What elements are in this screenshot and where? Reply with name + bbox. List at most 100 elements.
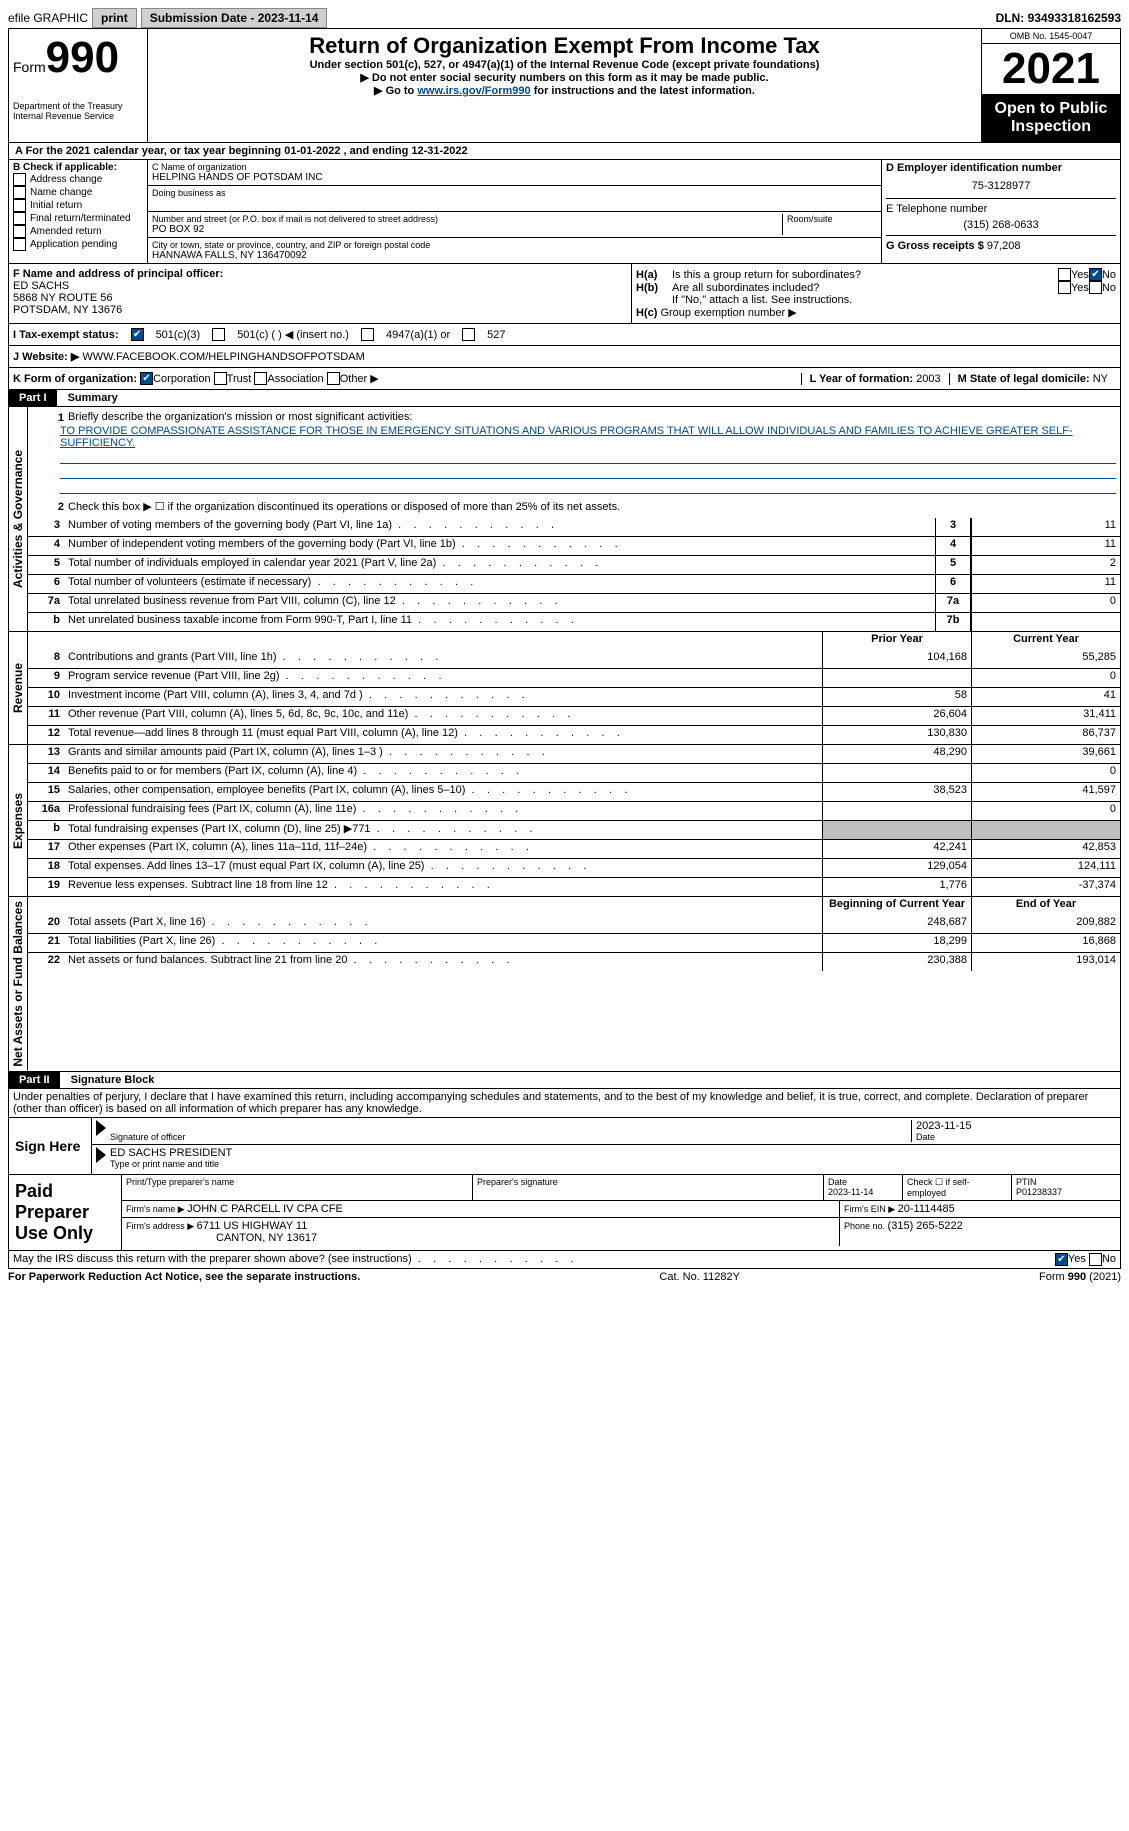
- section-h: H(a) Is this a group return for subordin…: [632, 264, 1120, 323]
- governance-vlabel: Activities & Governance: [9, 407, 28, 631]
- governance-section: Activities & Governance 1Briefly describ…: [8, 407, 1121, 632]
- open-inspection: Open to Public Inspection: [982, 94, 1120, 142]
- irs-link[interactable]: www.irs.gov/Form990: [417, 85, 530, 97]
- check-option: Name change: [13, 186, 143, 199]
- org-name: HELPING HANDS OF POTSDAM INC: [152, 172, 877, 183]
- footer: For Paperwork Reduction Act Notice, see …: [8, 1269, 1121, 1283]
- summary-line: 5Total number of individuals employed in…: [28, 555, 1120, 574]
- revenue-section: Revenue Prior Year Current Year 8Contrib…: [8, 632, 1121, 745]
- hb-yes-checkbox[interactable]: [1058, 281, 1071, 294]
- efile-label: efile GRAPHIC: [8, 11, 88, 25]
- irs-label: Internal Revenue Service: [13, 111, 143, 121]
- discuss-row: May the IRS discuss this return with the…: [8, 1251, 1121, 1269]
- summary-line: 11Other revenue (Part VIII, column (A), …: [28, 706, 1120, 725]
- check-option: Application pending: [13, 238, 143, 251]
- entity-grid: B Check if applicable: Address changeNam…: [9, 160, 1120, 263]
- discuss-yes-checkbox[interactable]: [1055, 1253, 1068, 1266]
- checkbox[interactable]: [13, 212, 26, 225]
- net-assets-section: Net Assets or Fund Balances Beginning of…: [8, 897, 1121, 1072]
- header-center: Return of Organization Exempt From Incom…: [148, 29, 982, 142]
- ha-yes-checkbox[interactable]: [1058, 268, 1071, 281]
- dln: DLN: 93493318162593: [996, 11, 1121, 25]
- triangle-icon: [96, 1147, 106, 1163]
- summary-line: 20Total assets (Part X, line 16)248,6872…: [28, 915, 1120, 933]
- gross-receipts: G Gross receipts $ 97,208: [886, 235, 1116, 252]
- part-i-title: Summary: [60, 392, 118, 404]
- summary-line: 14Benefits paid to or for members (Part …: [28, 763, 1120, 782]
- summary-line: 21Total liabilities (Part X, line 26)18,…: [28, 933, 1120, 952]
- section-d: D Employer identification number 75-3128…: [882, 160, 1120, 263]
- summary-line: 16aProfessional fundraising fees (Part I…: [28, 801, 1120, 820]
- part-i-header: Part I: [9, 390, 57, 406]
- summary-line: bTotal fundraising expenses (Part IX, co…: [28, 820, 1120, 839]
- summary-line: 6Total number of volunteers (estimate if…: [28, 574, 1120, 593]
- penalties-text: Under penalties of perjury, I declare th…: [8, 1089, 1121, 1118]
- summary-line: 7aTotal unrelated business revenue from …: [28, 593, 1120, 612]
- summary-line: 9Program service revenue (Part VIII, lin…: [28, 668, 1120, 687]
- website: WWW.FACEBOOK.COM/HELPINGHANDSOFPOTSDAM: [82, 351, 364, 363]
- section-j: J Website: ▶ WWW.FACEBOOK.COM/HELPINGHAN…: [9, 346, 1120, 368]
- summary-line: 17Other expenses (Part IX, column (A), l…: [28, 839, 1120, 858]
- summary-line: 3Number of voting members of the governi…: [28, 518, 1120, 536]
- ha-no-checkbox[interactable]: [1089, 268, 1102, 281]
- checkbox[interactable]: [13, 173, 26, 186]
- summary-line: 19Revenue less expenses. Subtract line 1…: [28, 877, 1120, 896]
- summary-line: 12Total revenue—add lines 8 through 11 (…: [28, 725, 1120, 744]
- part-ii-header: Part II: [9, 1072, 60, 1088]
- sign-here-block: Sign Here Signature of officer 2023-11-1…: [8, 1118, 1121, 1175]
- check-option: Amended return: [13, 225, 143, 238]
- goto-note: Go to www.irs.gov/Form990 for instructio…: [152, 84, 977, 97]
- expenses-section: Expenses 13Grants and similar amounts pa…: [8, 745, 1121, 897]
- revenue-vlabel: Revenue: [9, 632, 28, 744]
- form-subtitle: Under section 501(c), 527, or 4947(a)(1)…: [152, 59, 977, 71]
- check-option: Address change: [13, 173, 143, 186]
- form-number: 990: [46, 33, 119, 82]
- telephone: (315) 268-0633: [886, 215, 1116, 235]
- 501c3-checkbox[interactable]: [131, 328, 144, 341]
- summary-line: 15Salaries, other compensation, employee…: [28, 782, 1120, 801]
- checkbox[interactable]: [13, 225, 26, 238]
- check-option: Final return/terminated: [13, 212, 143, 225]
- ptin: P01238337: [1016, 1187, 1062, 1197]
- calendar-year-row: A For the 2021 calendar year, or tax yea…: [9, 143, 1120, 160]
- summary-line: 22Net assets or fund balances. Subtract …: [28, 952, 1120, 971]
- header-right: OMB No. 1545-0047 2021 Open to Public In…: [982, 29, 1120, 142]
- section-klm: K Form of organization: Corporation Trus…: [9, 368, 1120, 389]
- submission-date-button[interactable]: Submission Date - 2023-11-14: [141, 8, 328, 28]
- form-title: Return of Organization Exempt From Incom…: [152, 33, 977, 59]
- print-button[interactable]: print: [92, 8, 137, 28]
- mission-text: TO PROVIDE COMPASSIONATE ASSISTANCE FOR …: [60, 425, 1116, 449]
- firm-name: JOHN C PARCELL IV CPA CFE: [187, 1203, 343, 1215]
- paid-preparer-block: Paid Preparer Use Only Print/Type prepar…: [8, 1175, 1121, 1251]
- expenses-vlabel: Expenses: [9, 745, 28, 896]
- checkbox[interactable]: [13, 238, 26, 251]
- section-f: F Name and address of principal officer:…: [9, 264, 632, 323]
- summary-line: bNet unrelated business taxable income f…: [28, 612, 1120, 631]
- triangle-icon: [96, 1120, 106, 1136]
- net-vlabel: Net Assets or Fund Balances: [9, 897, 28, 1071]
- firm-ein: 20-1114485: [898, 1203, 955, 1215]
- summary-line: 8Contributions and grants (Part VIII, li…: [28, 650, 1120, 668]
- corp-checkbox[interactable]: [140, 372, 153, 385]
- form-word: Form: [13, 59, 46, 75]
- tax-year: 2021: [982, 44, 1120, 94]
- section-c: C Name of organization HELPING HANDS OF …: [147, 160, 882, 263]
- hb-no-checkbox[interactable]: [1089, 281, 1102, 294]
- top-bar: efile GRAPHIC print Submission Date - 20…: [8, 8, 1121, 28]
- firm-phone: (315) 265-5222: [888, 1220, 963, 1232]
- summary-line: 10Investment income (Part VIII, column (…: [28, 687, 1120, 706]
- discuss-no-checkbox[interactable]: [1089, 1253, 1102, 1266]
- summary-line: 18Total expenses. Add lines 13–17 (must …: [28, 858, 1120, 877]
- ssn-note: Do not enter social security numbers on …: [152, 71, 977, 84]
- omb: OMB No. 1545-0047: [982, 29, 1120, 44]
- section-i: I Tax-exempt status: 501(c)(3) 501(c) ( …: [9, 324, 1120, 346]
- check-option: Initial return: [13, 199, 143, 212]
- org-city: HANNAWA FALLS, NY 136470092: [152, 250, 877, 261]
- summary-line: 4Number of independent voting members of…: [28, 536, 1120, 555]
- checkbox[interactable]: [13, 199, 26, 212]
- section-b: B Check if applicable: Address changeNam…: [9, 160, 147, 263]
- checkbox[interactable]: [13, 186, 26, 199]
- form-header: Form990 Department of the Treasury Inter…: [8, 28, 1121, 143]
- dept-treasury: Department of the Treasury: [13, 101, 143, 111]
- officer-name: ED SACHS PRESIDENT: [110, 1147, 1116, 1159]
